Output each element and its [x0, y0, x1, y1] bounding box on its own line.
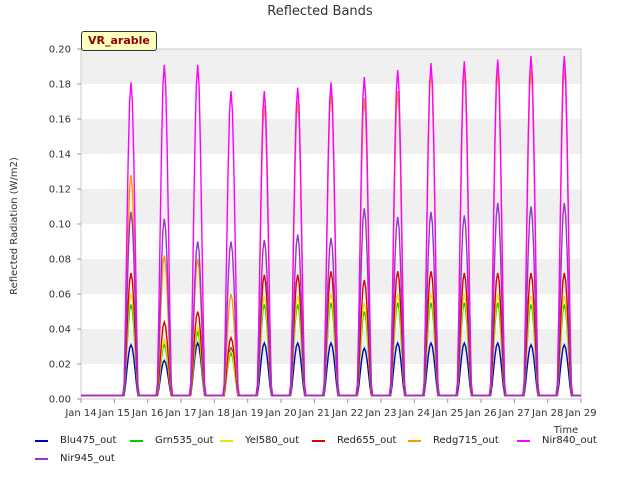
y-tick-label: 0.04	[49, 325, 71, 336]
legend: Blu475_out Grn535_out Yel580_out Red655_out…	[30, 434, 630, 474]
y-tick-label: 0.14	[49, 150, 71, 161]
legend-swatch	[35, 440, 48, 442]
station-badge: VR_arable	[81, 31, 157, 51]
x-tick-label: Jan 28	[531, 408, 563, 419]
x-tick-label: Jan 15	[98, 408, 130, 419]
series-lines	[81, 55, 581, 397]
series-line-grn535_out	[81, 302, 581, 397]
x-tick-label: Jan 20	[264, 408, 296, 419]
legend-label: Nir840_out	[542, 435, 597, 446]
series-line-nir945_out	[81, 202, 581, 397]
legend-swatch	[408, 440, 421, 442]
x-tick-label: Jan 23	[364, 408, 396, 419]
grid-band	[81, 259, 581, 294]
x-tick-label: Jan 16	[131, 408, 163, 419]
x-tick-label: Jan 17	[164, 408, 196, 419]
legend-label: Yel580_out	[245, 435, 300, 446]
series-line-red655_out	[81, 271, 581, 397]
y-tick-label: 0.00	[49, 395, 71, 406]
x-tick-label: Jan 14	[64, 408, 96, 419]
x-tick-label: Jan 22	[331, 408, 363, 419]
legend-swatch	[220, 440, 233, 442]
x-tick-label: Jan 25	[431, 408, 463, 419]
x-tick-label: Jan 24	[398, 408, 430, 419]
y-tick-label: 0.06	[49, 290, 71, 301]
series-line-nir840_out	[81, 55, 581, 397]
legend-swatch	[35, 458, 48, 460]
legend-label: Red655_out	[337, 435, 397, 446]
y-tick-label: 0.10	[49, 220, 71, 231]
y-tick-label: 0.08	[49, 255, 71, 266]
x-tick-label: Jan 21	[298, 408, 330, 419]
y-axis-label: Reflected Radiation (W/m2)	[9, 157, 20, 295]
y-tick-label: 0.16	[49, 115, 71, 126]
y-tick-label: 0.12	[49, 185, 71, 196]
legend-label: Redg715_out	[433, 435, 499, 446]
legend-label: Blu475_out	[60, 435, 117, 446]
legend-swatch	[312, 440, 325, 442]
x-tick-label: Jan 26	[464, 408, 496, 419]
x-tick-label: Jan 18	[198, 408, 230, 419]
y-tick-label: 0.20	[49, 45, 71, 56]
legend-label: Nir945_out	[60, 453, 115, 464]
x-tick-label: Jan 29	[564, 408, 596, 419]
legend-swatch	[130, 440, 143, 442]
y-axis-ticks: 0.00 0.02 0.04 0.06 0.08 0.10 0.12 0.14 0.16 0.18…	[49, 45, 81, 406]
y-tick-label: 0.18	[49, 80, 71, 91]
grid-band	[81, 49, 581, 84]
series-line-blu475_out	[81, 341, 581, 397]
legend-swatch	[517, 440, 530, 442]
chart-title: Reflected Bands	[267, 4, 373, 19]
grid-band	[81, 119, 581, 154]
y-tick-label: 0.02	[49, 360, 71, 371]
series-line-yel580_out	[81, 293, 581, 397]
x-tick-label: Jan 27	[498, 408, 530, 419]
grid-band	[81, 189, 581, 224]
legend-label: Grn535_out	[155, 435, 214, 446]
grid-band	[81, 329, 581, 364]
x-tick-label: Jan 19	[231, 408, 263, 419]
x-axis-ticks: Jan 14 Jan 15 Jan 16 Jan 17 Jan 18 Jan 19 Jan …	[64, 399, 597, 419]
x-axis-label: Time	[553, 425, 578, 436]
